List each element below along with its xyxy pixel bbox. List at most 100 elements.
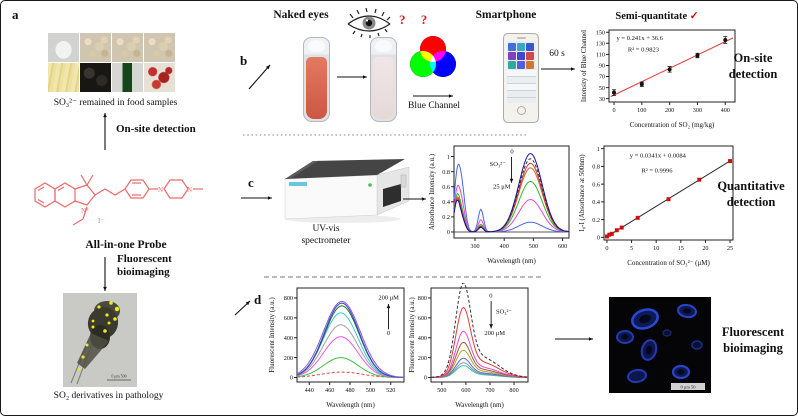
panel-label-a: a [12,7,19,22]
svg-text:600: 600 [418,315,427,322]
svg-text:600: 600 [558,243,567,250]
svg-text:5: 5 [630,245,633,252]
rgb-channels-icon [410,36,456,77]
food-photo-yellow-strips [48,63,79,92]
check-icon: ✓ [689,11,699,22]
svg-text:0: 0 [597,235,600,242]
svg-text:500: 500 [366,387,375,394]
svg-text:Concentration of SO₃²⁻ (μM): Concentration of SO₃²⁻ (μM) [627,259,710,267]
svg-text:R² = 0.9823: R² = 0.9823 [628,47,659,54]
svg-text:800: 800 [509,387,518,394]
phone-home-button [516,106,526,115]
svg-text:Wavelength (nm): Wavelength (nm) [326,401,375,409]
svg-text:200 μM: 200 μM [484,330,505,337]
smartphone-photo [503,33,539,123]
svg-text:20: 20 [702,245,708,252]
zebrafish-image: 0 μm 500 [63,293,137,387]
svg-text:Wavelength (nm): Wavelength (nm) [487,257,536,265]
svg-text:440: 440 [305,387,314,394]
svg-text:I₀-I (Absorbance at 500nm): I₀-I (Absorbance at 500nm) [578,154,586,232]
svg-text:500: 500 [437,387,446,394]
food-photo-dried-herb [80,33,111,62]
svg-text:0: 0 [510,148,513,155]
svg-text:Intensity of Blue Channel: Intensity of Blue Channel [580,30,588,102]
panel-label-d: d [254,292,262,307]
svg-text:Absorbance Intensity (a.u.): Absorbance Intensity (a.u.) [428,153,436,230]
cuvette-colored [303,37,330,122]
svg-text:600: 600 [284,315,293,322]
phone-speaker [516,37,526,39]
svg-text:10: 10 [653,245,659,252]
svg-text:400: 400 [721,107,730,114]
svg-text:200 μM: 200 μM [378,294,399,301]
phone-app-tiles [507,41,536,70]
svg-text:0: 0 [612,107,615,114]
svg-text:0.8: 0.8 [442,169,450,176]
food-sample-photos [48,33,175,92]
fluorescent-bioimaging-label: Fluorescent bioimaging [721,325,785,355]
question-marks: ? ? [399,12,434,27]
svg-text:150: 150 [596,29,605,36]
probe-chemical-structure: N⁺ I⁻ N N [34,174,203,226]
svg-text:480: 480 [345,387,354,394]
svg-text:SO₃²⁻: SO₃²⁻ [490,161,507,168]
food-photo-water-glass [48,33,79,62]
svg-text:0: 0 [605,245,608,252]
bioimaging-arrow-label: Fluorescent bioimaging [117,253,172,279]
svg-text:110: 110 [596,52,605,59]
eye-icon [347,7,391,38]
onsite-arrow-label: On-site detection [116,123,196,135]
svg-text:700: 700 [485,387,494,394]
svg-text:460: 460 [325,387,334,394]
blue-channel-calibration-plot: 0 100 200 300 400 30 50 70 90 110 130 150 Concentrat… [579,25,743,129]
svg-text:500: 500 [529,243,538,250]
food-photo-dried-herb [144,33,175,62]
svg-text:Concentration of SO₂ (mg/kg): Concentration of SO₂ (mg/kg) [630,121,715,129]
food-photo-dark-fruit [80,63,111,92]
svg-text:130: 130 [596,40,605,47]
svg-text:0: 0 [387,330,390,337]
linear-calibration-plot: 0 5 10 15 20 25 0 0.2 0.4 0.6 0.8 1 Concentration of… [577,141,741,267]
svg-text:0: 0 [447,229,450,236]
svg-text:400: 400 [284,335,293,342]
svg-text:800: 800 [418,295,427,302]
svg-text:200: 200 [284,355,293,362]
svg-text:300: 300 [470,243,479,250]
svg-text:100: 100 [637,107,646,114]
phone-screen [506,41,536,103]
naked-eyes-label: Naked eyes [273,9,329,21]
svg-text:800: 800 [284,295,293,302]
fish-caption: SO₂ derivatives in pathology [53,391,164,401]
svg-text:70: 70 [599,74,605,81]
svg-text:0: 0 [489,292,492,299]
fish-scalebar: 0 μm 500 [111,374,126,379]
quantitative-detection-label: Quantitative detection [717,179,785,209]
svg-text:0.6: 0.6 [442,184,450,191]
svg-text:200: 200 [665,107,674,114]
svg-text:0.6: 0.6 [592,181,600,188]
uvvis-spectrometer-photo [284,159,410,223]
svg-text:520: 520 [386,387,395,394]
svg-text:y = 0.0341x + 0.0084: y = 0.0341x + 0.0084 [630,152,687,159]
svg-text:400: 400 [418,335,427,342]
cell-imaging-photo: 0 μm 50 [609,297,711,393]
blue-channel-label: Blue Channel [408,101,460,111]
svg-text:0.8: 0.8 [592,164,600,171]
panel-label-b: b [240,53,248,68]
svg-text:25 μM: 25 μM [493,183,511,190]
onsite-detection-label: On-site detection [728,51,778,81]
svg-text:50: 50 [599,85,605,92]
svg-text:SO₃²⁻: SO₃²⁻ [496,308,513,315]
svg-text:0.2: 0.2 [592,217,600,224]
time-label: 60 s [549,49,565,59]
phone-result-table [506,70,536,98]
svg-text:30: 30 [599,96,605,103]
svg-text:0.4: 0.4 [592,199,600,206]
svg-text:Fluorescent Intensity (a.u.): Fluorescent Intensity (a.u.) [408,297,416,373]
piperazine-n-right: N [187,186,192,194]
svg-text:15: 15 [678,245,684,252]
svg-text:90: 90 [599,63,605,70]
piperazine-n-left: N [158,186,163,194]
svg-text:R² = 0.9996: R² = 0.9996 [641,167,673,174]
